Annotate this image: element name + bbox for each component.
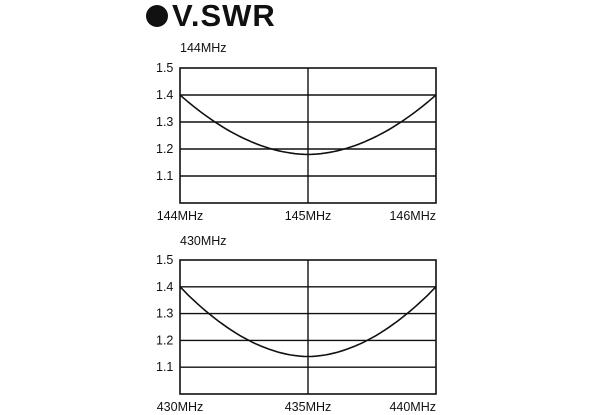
chart-title: 430MHz [180,234,227,248]
page-title: V.SWR [146,0,276,34]
y-tick-label: 1.2 [156,142,173,156]
chart-title: 144MHz [180,41,227,55]
title-text: V.SWR [172,0,276,33]
y-tick-label: 1.4 [156,88,173,102]
y-tick-label: 1.1 [156,169,173,183]
y-tick-label: 1.4 [156,280,173,294]
bullet-icon [146,5,168,27]
y-tick-label: 1.5 [156,253,173,267]
y-tick-label: 1.5 [156,61,173,75]
x-tick-label: 145MHz [285,209,332,223]
x-tick-label: 440MHz [389,400,436,414]
x-tick-label: 144MHz [157,209,204,223]
vswr-curve [179,94,437,156]
y-tick-label: 1.1 [156,360,173,374]
x-tick-label: 435MHz [285,400,332,414]
x-tick-label: 146MHz [389,209,436,223]
vswr-curve [179,286,437,358]
y-tick-label: 1.3 [156,115,173,129]
y-tick-label: 1.2 [156,333,173,347]
x-tick-label: 430MHz [157,400,204,414]
y-tick-label: 1.3 [156,307,173,321]
